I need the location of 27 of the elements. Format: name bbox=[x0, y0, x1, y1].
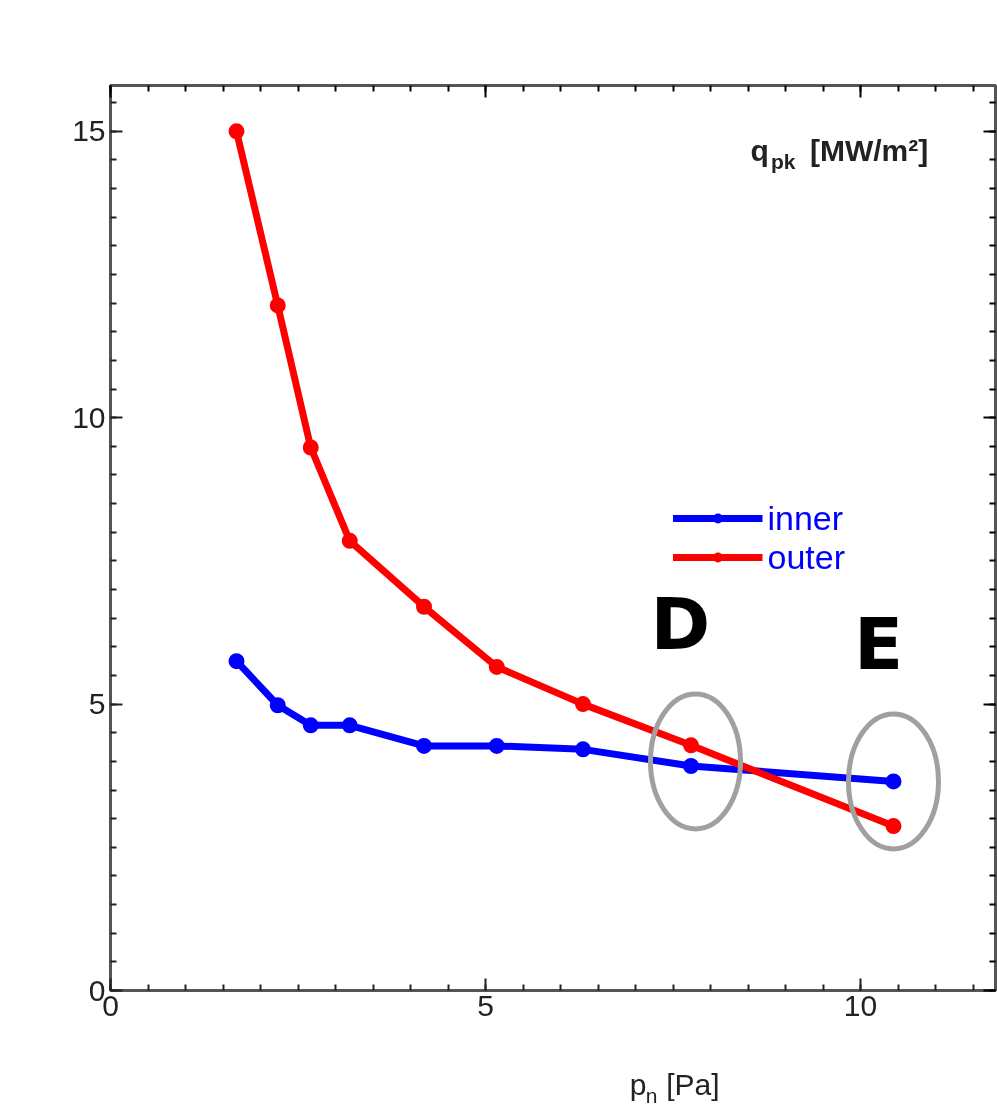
legend-label: inner bbox=[767, 498, 844, 538]
point bbox=[683, 757, 699, 774]
point bbox=[228, 653, 245, 670]
point bbox=[416, 737, 432, 754]
annotation: E bbox=[853, 602, 904, 687]
legend-label: outer bbox=[767, 537, 845, 577]
point bbox=[269, 697, 286, 714]
point bbox=[575, 741, 591, 758]
y-tick-label: 5 bbox=[88, 687, 106, 721]
point bbox=[416, 598, 432, 615]
point bbox=[575, 696, 591, 713]
point bbox=[269, 297, 286, 314]
point bbox=[302, 717, 319, 734]
x-tick-label: 10 bbox=[843, 988, 878, 1022]
point bbox=[683, 737, 699, 754]
y-tick-label: 10 bbox=[72, 400, 106, 434]
point bbox=[488, 737, 505, 754]
point bbox=[341, 532, 358, 549]
point bbox=[885, 773, 902, 790]
point bbox=[228, 123, 245, 140]
point bbox=[885, 818, 902, 835]
point bbox=[488, 658, 505, 675]
annotation: D bbox=[650, 582, 711, 667]
y-tick-label: 15 bbox=[72, 114, 106, 148]
x-tick-label: 5 bbox=[477, 988, 494, 1022]
point bbox=[302, 439, 319, 456]
point bbox=[341, 717, 358, 734]
